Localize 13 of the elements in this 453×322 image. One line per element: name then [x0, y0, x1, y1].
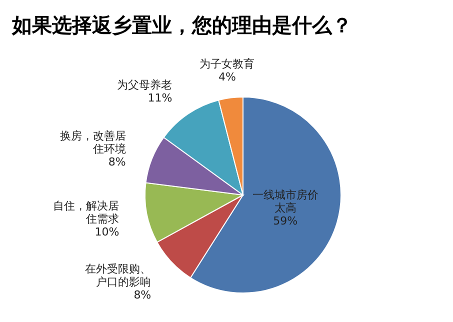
data-label: 10%: [94, 225, 120, 238]
slice-label: 为子女教育: [200, 56, 255, 70]
chart-title: 如果选择返乡置业，您的理由是什么？: [10, 12, 353, 39]
data-label: 8%: [108, 155, 126, 168]
slice-label: 为父母养老: [117, 78, 172, 91]
data-label: 59%: [273, 214, 298, 227]
slice-label: 换房，改善居住环境: [60, 129, 126, 156]
slice-label: 在外受限购、户口的影响: [85, 262, 152, 288]
slice-label: 自住，解决居住需求: [53, 199, 120, 226]
data-label: 8%: [134, 288, 152, 301]
data-label: 11%: [148, 90, 172, 104]
data-label: 4%: [218, 70, 236, 83]
slice-label: 一线城市房价太高: [252, 188, 318, 214]
